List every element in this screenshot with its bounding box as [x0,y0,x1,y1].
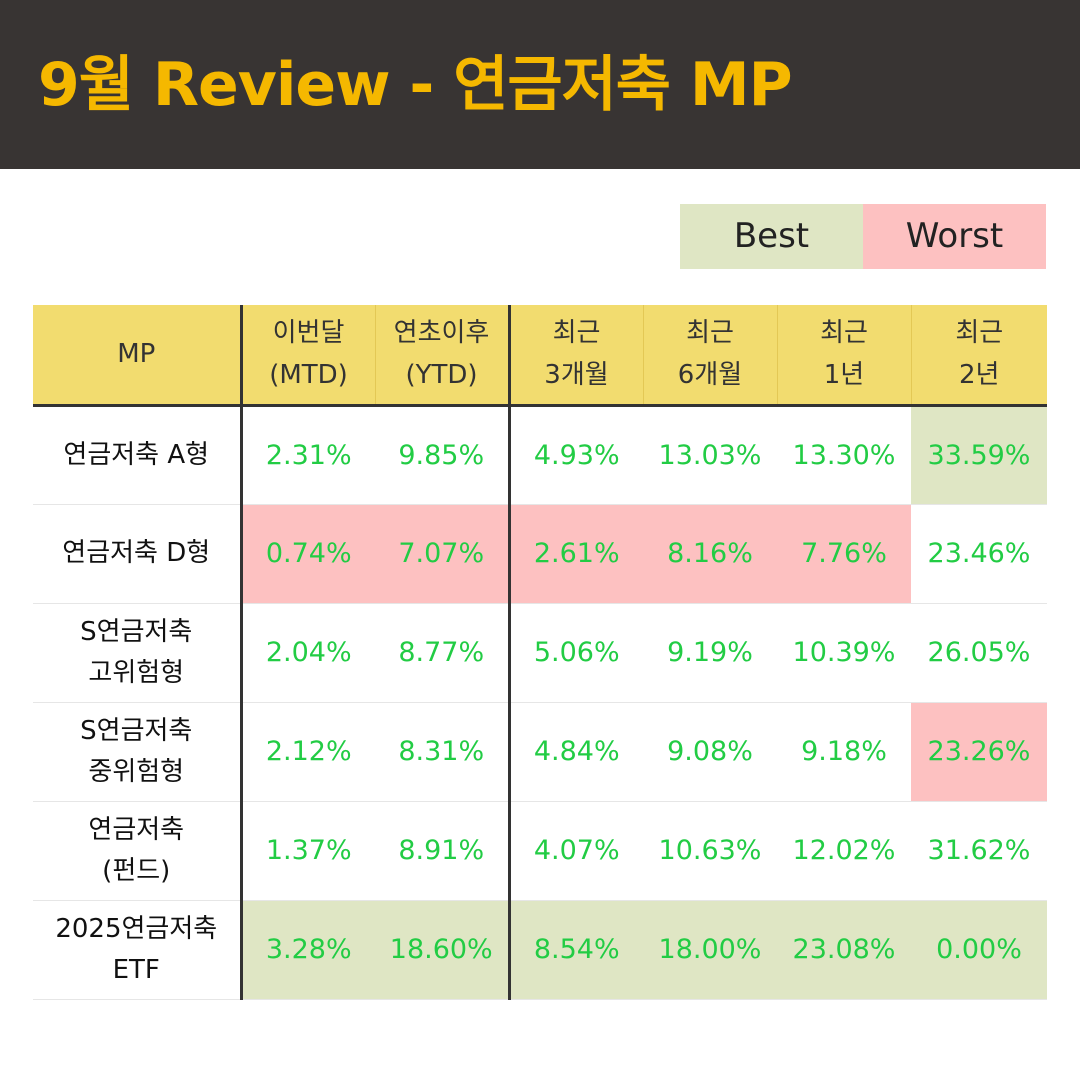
return-cell: 8.31% [375,702,509,802]
table-row: S연금저축 중위험형 2.12% 8.31% 4.84% 9.08% 9.18% 23.26% [33,702,1047,802]
column-header-3: 최근 3개월 [507,305,643,407]
return-cell: 5.06% [507,603,643,703]
return-cell: 26.05% [911,603,1047,703]
row-label-line: ETF [112,954,160,985]
column-header-line: 최근 [686,318,734,349]
return-cell: 8.77% [375,603,509,703]
return-cell: 8.54% [507,900,643,1000]
row-label: 2025연금저축 ETF [33,900,241,1000]
return-cell: 7.07% [375,504,509,604]
row-label-line: S연금저축 [80,616,193,647]
row-label: 연금저축 (펀드) [33,801,241,901]
return-cell: 13.03% [643,405,777,505]
return-cell: 9.19% [643,603,777,703]
return-cell: 23.46% [911,504,1047,604]
column-header-line: (MTD) [269,360,348,391]
row-label: 연금저축 D형 [33,504,241,604]
column-header-4: 최근 6개월 [642,305,777,407]
returns-table: MP 이번달 (MTD) 연초이후 (YTD) 최근 3개월 최근 6개월 최근 1년 최근 2년 연금… [33,305,1047,1000]
row-label-line: 연금저축 [88,814,185,845]
return-cell: 1.37% [239,801,375,901]
column-header-line: MP [117,339,156,370]
return-cell: 23.26% [911,702,1047,802]
table-row: 연금저축 (펀드) 1.37% 8.91% 4.07% 10.63% 12.02% 31.62… [33,801,1047,901]
return-cell: 9.85% [375,405,509,505]
row-label-line: 2025연금저축 [55,913,218,944]
column-header-mp: MP [33,305,241,407]
return-cell: 0.74% [239,504,375,604]
column-header-line: 1년 [823,360,865,391]
table-row: 2025연금저축 ETF 3.28% 18.60% 8.54% 18.00% 23.08% 0… [33,900,1047,1000]
column-header-line: 2년 [959,360,1000,391]
return-cell: 2.31% [239,405,375,505]
return-cell: 33.59% [911,405,1047,505]
column-header-line: 6개월 [677,360,743,391]
column-header-5: 최근 1년 [776,305,911,407]
row-label-line: 연금저축 A형 [63,439,210,470]
return-cell: 3.28% [239,900,375,1000]
return-cell: 2.04% [239,603,375,703]
return-cell: 9.18% [777,702,911,802]
return-cell: 23.08% [777,900,911,1000]
column-header-line: 3개월 [544,360,609,391]
column-header-2: 연초이후 (YTD) [374,305,509,407]
column-header-line: 최근 [552,318,601,349]
legend-best: Best [680,204,863,269]
column-header-line: 최근 [820,318,868,349]
return-cell: 13.30% [777,405,911,505]
row-label-line: S연금저축 [80,715,193,746]
return-cell: 7.76% [777,504,911,604]
table-header-row: MP 이번달 (MTD) 연초이후 (YTD) 최근 3개월 최근 6개월 최근 1년 최근 2년 [33,305,1047,407]
return-cell: 4.07% [507,801,643,901]
row-label-line: (펀드) [102,855,171,886]
return-cell: 10.63% [643,801,777,901]
return-cell: 4.93% [507,405,643,505]
return-cell: 12.02% [777,801,911,901]
column-header-line: 연초이후 [393,318,490,349]
table-row: S연금저축 고위험형 2.04% 8.77% 5.06% 9.19% 10.39% 26.05… [33,603,1047,703]
row-label-line: 고위험형 [88,657,185,688]
header-bar: 9월 Review - 연금저축 MP [0,0,1080,169]
column-header-line: (YTD) [405,360,478,391]
return-cell: 8.91% [375,801,509,901]
return-cell: 10.39% [777,603,911,703]
column-header-line: 이번달 [272,318,345,349]
column-header-line: 최근 [955,318,1004,349]
table-row: 연금저축 A형 2.31% 9.85% 4.93% 13.03% 13.30% 33.59% [33,405,1047,505]
table-row: 연금저축 D형 0.74% 7.07% 2.61% 8.16% 7.76% 23.46% [33,504,1047,604]
row-label-line: 중위험형 [88,756,185,787]
return-cell: 2.61% [507,504,643,604]
return-cell: 31.62% [911,801,1047,901]
return-cell: 0.00% [911,900,1047,1000]
row-label: 연금저축 A형 [33,405,241,505]
return-cell: 2.12% [239,702,375,802]
page-title: 9월 Review - 연금저축 MP [38,50,793,120]
column-header-1: 이번달 (MTD) [239,305,375,407]
row-label-line: 연금저축 D형 [62,538,211,568]
return-cell: 18.60% [375,900,509,1000]
return-cell: 8.16% [643,504,777,604]
return-cell: 18.00% [643,900,777,1000]
return-cell: 4.84% [507,702,643,802]
legend-worst: Worst [863,204,1046,269]
column-header-6: 최근 2년 [910,305,1047,407]
return-cell: 9.08% [643,702,777,802]
